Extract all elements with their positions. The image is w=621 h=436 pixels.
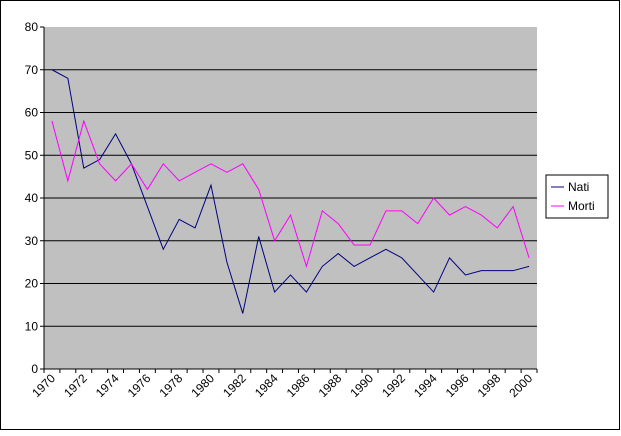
y-tick-label: 80 xyxy=(25,20,39,34)
series-line xyxy=(51,119,530,269)
legend-box xyxy=(545,174,609,219)
y-tick-label: 50 xyxy=(25,148,39,162)
y-tick-label: 0 xyxy=(31,362,38,376)
y-tick-label: 40 xyxy=(25,191,39,205)
legend-label: Morti xyxy=(568,199,595,213)
y-tick-label: 70 xyxy=(25,63,39,77)
y-tick-label: 20 xyxy=(25,277,39,291)
y-tick-label: 30 xyxy=(25,234,39,248)
legend-label: Nati xyxy=(568,180,589,194)
y-tick-label: 10 xyxy=(25,319,39,333)
y-tick-label: 60 xyxy=(25,106,39,120)
